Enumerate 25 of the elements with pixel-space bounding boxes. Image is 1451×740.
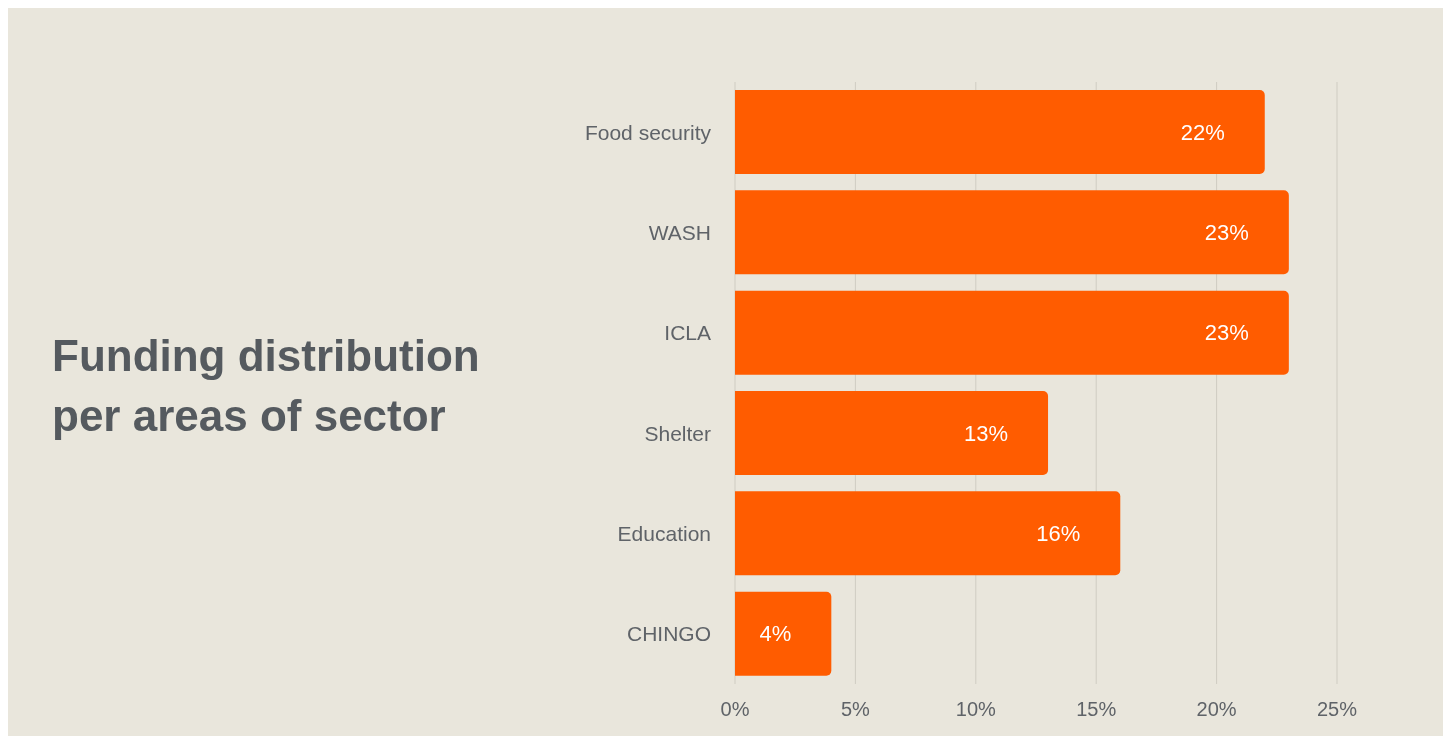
data-label: 23% [1204, 320, 1249, 346]
y-tick-label: ICLA [664, 321, 711, 345]
x-tick-label: 25% [1316, 698, 1358, 721]
data-label: 23% [1204, 220, 1249, 246]
bar [735, 290, 1289, 375]
data-label: 22% [1180, 119, 1225, 145]
data-label: 13% [963, 420, 1009, 446]
y-tick-label: Shelter [644, 421, 711, 445]
bar [735, 190, 1289, 275]
data-label: 16% [1036, 521, 1081, 547]
x-tick-label: 15% [1076, 698, 1117, 721]
y-tick-label: WASH [648, 220, 711, 244]
bar [735, 391, 1049, 475]
y-tick-label: Education [617, 521, 711, 545]
y-tick-label: Food security [584, 120, 712, 144]
x-tick-label: 10% [955, 698, 997, 721]
data-label: 4% [759, 621, 792, 647]
y-tick-label: CHINGO [627, 622, 711, 646]
bar [735, 491, 1121, 576]
x-tick-label: 5% [840, 698, 871, 721]
x-tick-label: 20% [1196, 698, 1237, 721]
bar [735, 591, 832, 676]
bar [735, 90, 1265, 174]
text: Funding distribution per areas of sector [52, 330, 481, 442]
x-tick-label: 0% [720, 698, 750, 721]
